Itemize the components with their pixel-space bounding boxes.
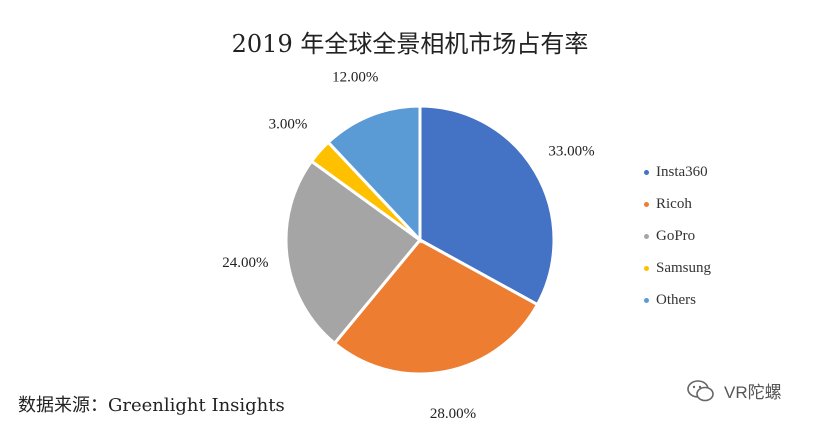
pie-slice-gopro: [284, 159, 423, 346]
pie-slice-ricoh: [332, 238, 540, 376]
legend-swatch: [644, 297, 649, 303]
legend-swatch: [644, 201, 649, 207]
pie-slice-others: [326, 104, 422, 244]
pie-slice-insta360: [418, 104, 556, 307]
source-note: 数据来源：Greenlight Insights: [18, 395, 285, 416]
legend-swatch: [644, 265, 649, 271]
legend-item-samsung: Samsung: [644, 252, 711, 284]
data-label-insta360: 33.00%: [548, 143, 594, 159]
legend-swatch: [644, 169, 649, 175]
legend-item-ricoh: Ricoh: [644, 188, 711, 220]
data-label-ricoh: 28.00%: [430, 406, 476, 422]
wechat-logo-icon: [687, 379, 714, 401]
legend-label: Others: [656, 291, 696, 308]
legend-label: Insta360: [656, 163, 708, 180]
data-label-gopro: 24.00%: [222, 255, 268, 271]
watermark-text: VR陀螺: [724, 383, 782, 402]
legend-item-gopro: GoPro: [644, 220, 711, 252]
legend-swatch: [644, 233, 649, 239]
legend-label: Samsung: [656, 259, 712, 276]
legend-label: GoPro: [656, 227, 696, 244]
data-label-samsung: 3.00%: [269, 117, 308, 133]
legend-item-insta360: Insta360: [644, 156, 711, 188]
data-label-others: 12.00%: [332, 69, 378, 85]
chart-title: 2019 年全球全景相机市场占有率: [231, 30, 589, 58]
watermark: VR陀螺: [686, 378, 782, 403]
chart-legend: Insta360 Ricoh GoPro Samsung Others: [644, 156, 711, 316]
legend-item-others: Others: [644, 284, 711, 316]
legend-label: Ricoh: [656, 195, 692, 212]
